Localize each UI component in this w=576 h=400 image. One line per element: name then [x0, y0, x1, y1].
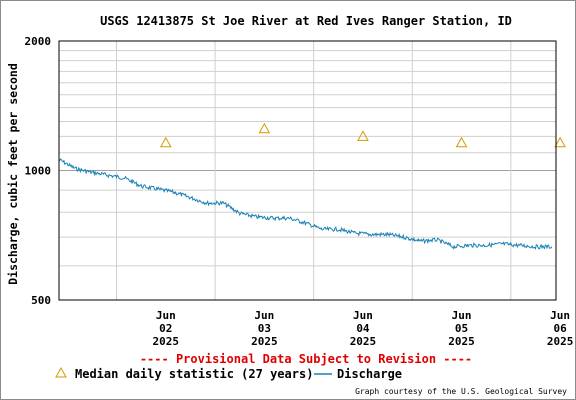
- median-point: [159, 136, 172, 148]
- median-point: [554, 136, 566, 148]
- x-tick-label: Jun: [254, 309, 274, 322]
- x-tick-label: 2025: [251, 335, 278, 348]
- x-tick-label: 2025: [153, 335, 180, 348]
- x-tick-label: 2025: [350, 335, 377, 348]
- y-tick-label: 1000: [25, 165, 52, 178]
- tick-labels: 50010002000Jun022025Jun032025Jun042025Ju…: [25, 35, 574, 348]
- legend-median-triangle-icon: [55, 366, 67, 378]
- x-tick-label: Jun: [550, 309, 570, 322]
- x-tick-label: 2025: [547, 335, 574, 348]
- plot-border: [58, 40, 557, 301]
- x-tick-label: 03: [258, 322, 271, 335]
- y-tick-label: 500: [31, 294, 51, 307]
- median-point: [455, 136, 468, 148]
- provisional-notice: ---- Provisional Data Subject to Revisio…: [140, 352, 472, 366]
- x-tick-label: 06: [553, 322, 567, 335]
- x-tick-label: 04: [356, 322, 370, 335]
- discharge-line: [58, 158, 553, 250]
- grid-lines: [59, 41, 556, 300]
- legend-median-label: Median daily statistic (27 years): [75, 367, 313, 381]
- median-point: [357, 130, 369, 141]
- usgs-credit: Graph courtesy of the U.S. Geological Su…: [355, 387, 567, 396]
- y-tick-label: 2000: [25, 35, 52, 48]
- legend: Median daily statistic (27 years) Discha…: [55, 366, 402, 381]
- x-tick-label: Jun: [452, 309, 472, 322]
- x-tick-label: Jun: [156, 309, 176, 322]
- y-axis-title: Discharge, cubic feet per second: [6, 63, 20, 285]
- median-point: [258, 122, 271, 134]
- legend-discharge-label: Discharge: [337, 367, 402, 381]
- chart-title: USGS 12413875 St Joe River at Red Ives R…: [100, 14, 512, 28]
- series-layer: [58, 122, 566, 250]
- x-tick-label: 05: [455, 322, 468, 335]
- x-tick-label: Jun: [353, 309, 373, 322]
- x-tick-label: 02: [159, 322, 172, 335]
- x-tick-label: 2025: [448, 335, 475, 348]
